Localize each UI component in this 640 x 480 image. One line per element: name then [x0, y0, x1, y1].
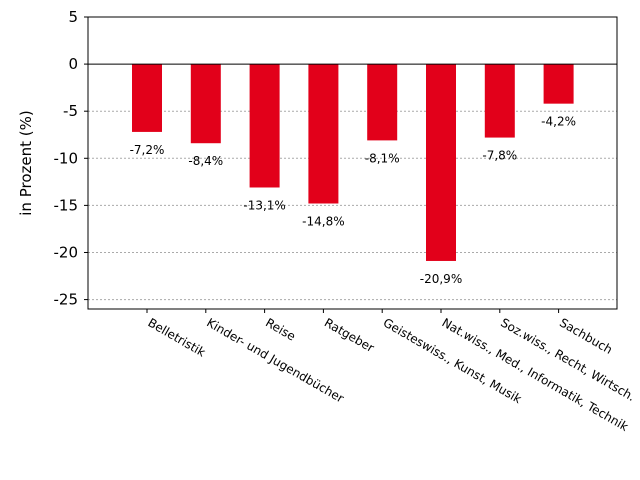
data-label: -8,4% — [188, 154, 223, 168]
y-tick-label: -10 — [54, 149, 79, 167]
y-tick-label: -5 — [63, 102, 78, 120]
bar — [484, 64, 515, 138]
y-tick-label: 5 — [68, 8, 78, 26]
y-tick-label: -15 — [54, 196, 79, 214]
data-label: -4,2% — [541, 115, 576, 129]
data-label: -8,1% — [365, 151, 400, 165]
data-label: -7,8% — [482, 149, 517, 163]
plot-frame — [87, 16, 618, 310]
data-labels: -7,2% -8,4% -13,1% -14,8% -8,1% -20,9% -7,8% -4… — [130, 115, 576, 286]
gridlines — [88, 16, 617, 301]
bar — [308, 64, 339, 204]
y-tick-label: -25 — [54, 291, 79, 309]
x-tick-label: Ratgeber — [322, 315, 377, 355]
bar — [426, 64, 456, 261]
y-tick-label: 0 — [68, 55, 78, 73]
data-label: -7,2% — [130, 143, 165, 157]
x-tick-label: Belletristik — [146, 315, 208, 359]
y-axis-title: in Prozent (%) — [17, 110, 35, 215]
data-label: -14,8% — [302, 215, 344, 229]
bars — [132, 64, 574, 261]
bar — [543, 64, 574, 104]
bar — [367, 64, 398, 141]
data-label: -13,1% — [243, 198, 285, 212]
bar — [190, 64, 221, 144]
data-label: -20,9% — [420, 272, 462, 286]
bar — [249, 64, 280, 188]
bar — [132, 64, 162, 132]
y-tick-label: -20 — [54, 243, 79, 261]
y-axis: 5 0 -5 -10 -15 -20 -25 — [54, 8, 88, 309]
x-tick-label: Reise — [263, 315, 298, 343]
